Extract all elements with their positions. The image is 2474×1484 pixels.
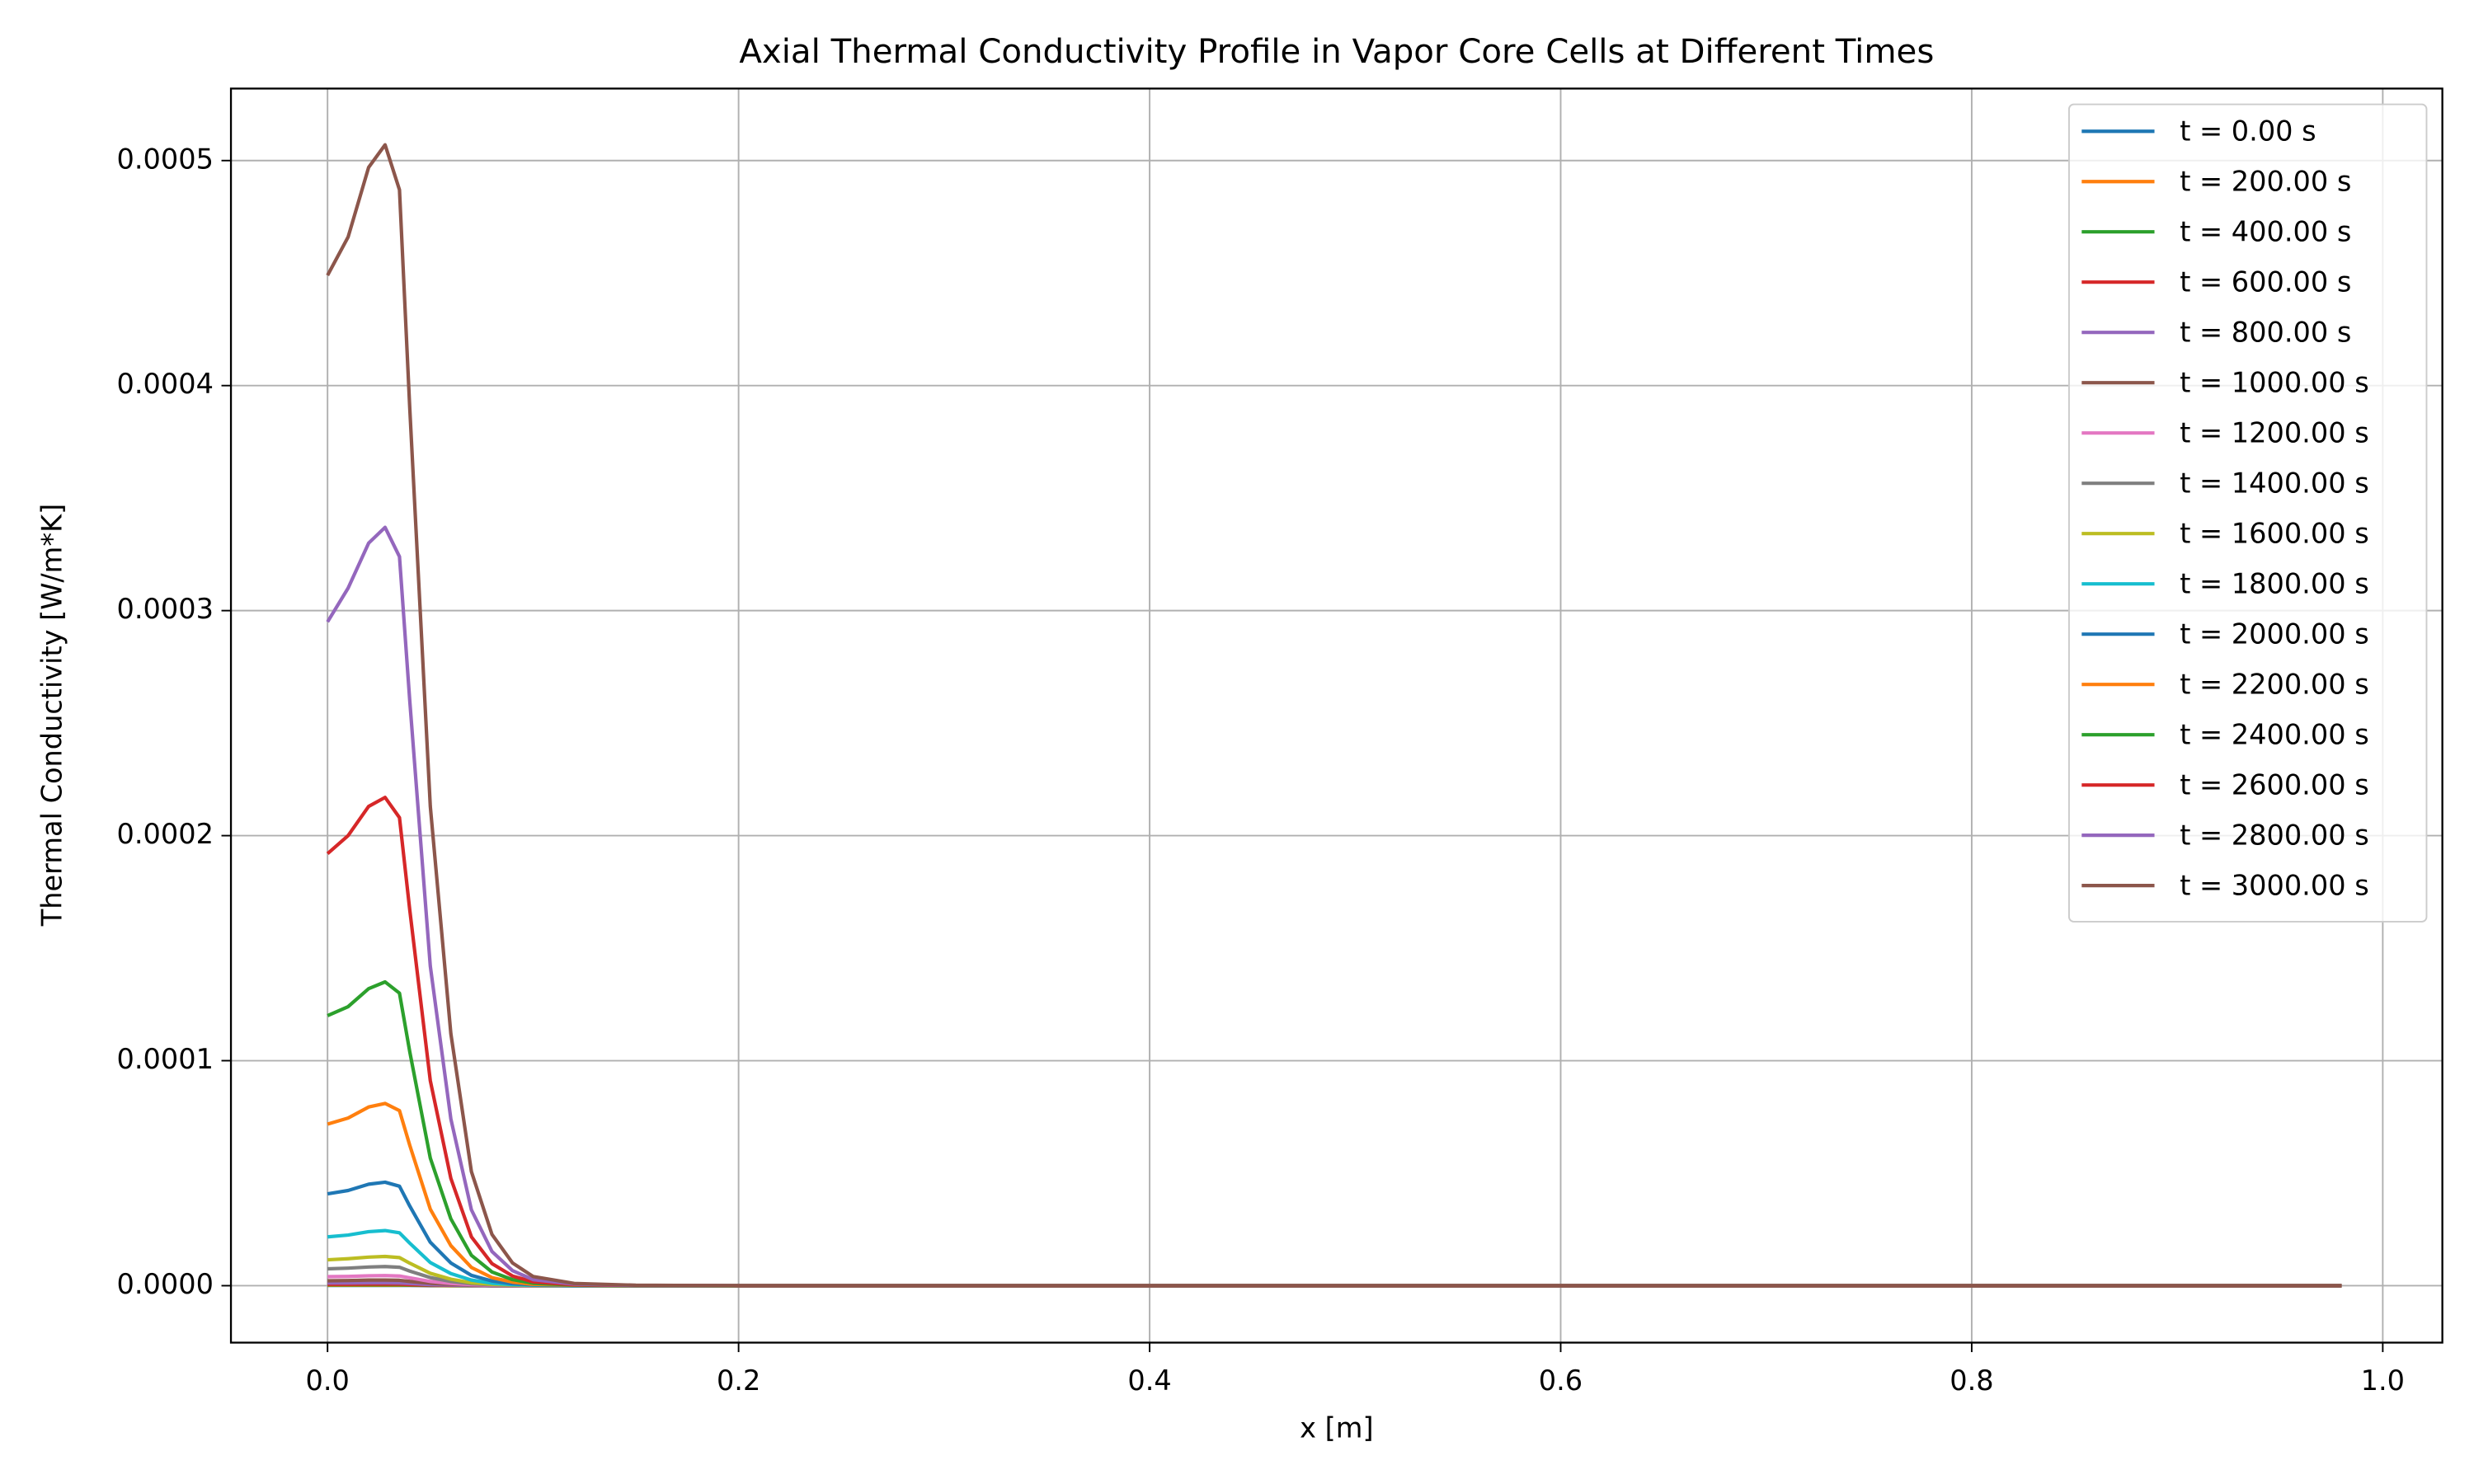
legend-label: t = 200.00 s [2180, 166, 2351, 198]
legend: t = 0.00 s t = 200.00 s t = 400.00 s t = 60… [2067, 103, 2428, 923]
legend-label: t = 1800.00 s [2180, 568, 2368, 600]
chart-title: Axial Thermal Conductivity Profile in Va… [739, 33, 1934, 71]
legend-label: t = 1600.00 s [2180, 518, 2368, 550]
legend-label: t = 2800.00 s [2180, 819, 2368, 852]
legend-label: t = 2400.00 s [2180, 719, 2368, 751]
plot-frame [229, 87, 2443, 1344]
legend-label: t = 0.00 s [2180, 115, 2316, 148]
x-tick-label: 0.4 [1127, 1364, 1171, 1397]
y-tick-label: 0.0001 [117, 1043, 214, 1075]
legend-label: t = 800.00 s [2180, 317, 2351, 349]
x-tick-label: 0.0 [306, 1364, 350, 1397]
y-tick-label: 0.0003 [117, 593, 214, 625]
legend-label: t = 1200.00 s [2180, 417, 2368, 449]
y-tick-label: 0.0002 [117, 818, 214, 850]
x-tick-label: 1.0 [2361, 1364, 2405, 1397]
legend-label: t = 1400.00 s [2180, 467, 2368, 500]
y-tick-label: 0.0005 [117, 143, 214, 175]
y-axis-label: Thermal Conductivity [W/m*K] [36, 504, 68, 927]
legend-label: t = 3000.00 s [2180, 870, 2368, 902]
x-tick-label: 0.8 [1950, 1364, 1993, 1397]
legend-label: t = 2000.00 s [2180, 618, 2368, 650]
legend-label: t = 400.00 s [2180, 216, 2351, 248]
x-tick-label: 0.6 [1539, 1364, 1583, 1397]
y-tick-label: 0.0000 [117, 1268, 214, 1300]
legend-box [2067, 103, 2428, 923]
y-tick-label: 0.0004 [117, 368, 214, 400]
x-tick-label: 0.2 [717, 1364, 760, 1397]
legend-label: t = 600.00 s [2180, 266, 2351, 298]
x-axis-label: x [m] [1300, 1412, 1373, 1444]
legend-label: t = 1000.00 s [2180, 367, 2368, 399]
legend-label: t = 2200.00 s [2180, 669, 2368, 701]
legend-label: t = 2600.00 s [2180, 769, 2368, 801]
series-line [326, 143, 2342, 1288]
